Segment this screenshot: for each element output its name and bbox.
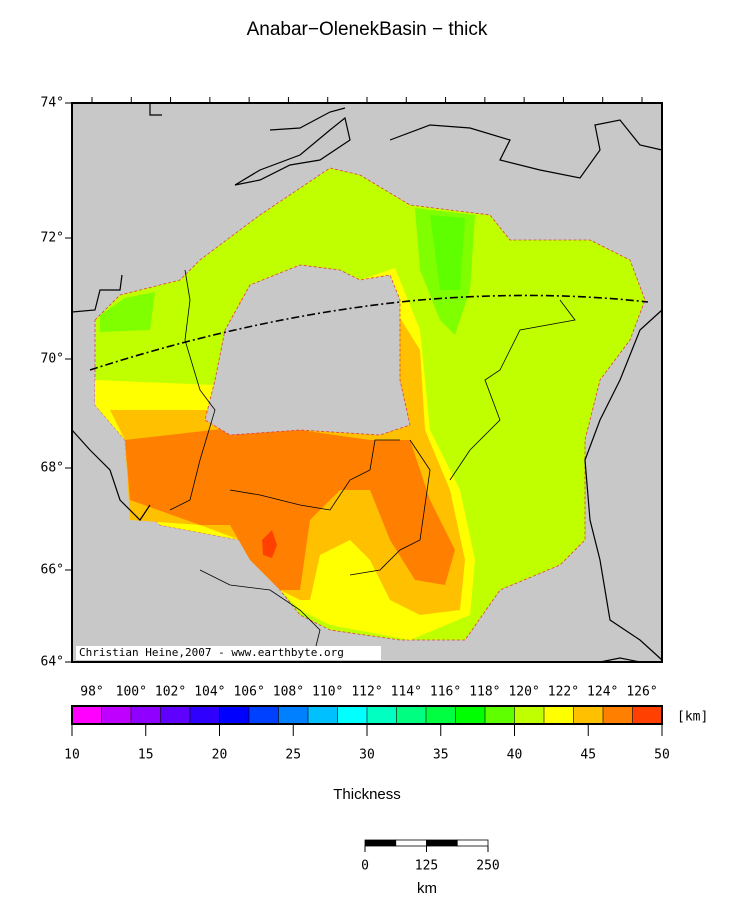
colorbar-cell bbox=[219, 706, 250, 724]
colorbar-cell bbox=[573, 706, 604, 724]
thickness-region bbox=[125, 428, 455, 590]
colorbar-tick-label: 20 bbox=[212, 748, 228, 763]
colorbar-cell bbox=[455, 706, 486, 724]
colorbar-cell bbox=[396, 706, 427, 724]
scale-unit: km bbox=[417, 880, 437, 897]
lat-label: 68° bbox=[41, 461, 64, 476]
colorbar-cell bbox=[72, 706, 102, 724]
colorbar-cell bbox=[632, 706, 663, 724]
credit: Christian Heine,2007 - www.earthbyte.org bbox=[79, 646, 344, 659]
map: Christian Heine,2007 - www.earthbyte.org bbox=[71, 102, 663, 663]
lon-label: 114° bbox=[391, 685, 422, 700]
colorbar-tick-label: 10 bbox=[64, 748, 80, 763]
lat-label: 74° bbox=[41, 96, 64, 111]
thickness-region bbox=[100, 292, 155, 332]
colorbar-tick-label: 50 bbox=[654, 748, 670, 763]
lon-label: 120° bbox=[508, 685, 539, 700]
lon-labels: 98° 100° 102° 104° 106° 108° 110° 112° 114° 116° 1… bbox=[80, 97, 658, 700]
colorbar-label: Thickness bbox=[333, 786, 401, 803]
lon-label: 124° bbox=[587, 685, 618, 700]
scale-segment bbox=[395, 839, 427, 847]
scale-segment bbox=[426, 839, 458, 847]
lon-label: 110° bbox=[312, 685, 343, 700]
lon-label: 126° bbox=[626, 685, 657, 700]
scale-tick-label: 125 bbox=[415, 859, 438, 874]
lat-label: 66° bbox=[41, 563, 64, 578]
title: Anabar−OlenekBasin − thick bbox=[247, 19, 488, 40]
colorbar-tick-label: 30 bbox=[359, 748, 375, 763]
colorbar-cell bbox=[426, 706, 456, 724]
scale-tick-label: 250 bbox=[476, 859, 499, 874]
colorbar-cell bbox=[485, 706, 515, 724]
colorbar-cell bbox=[160, 706, 191, 724]
colorbar-tick-label: 45 bbox=[580, 748, 596, 763]
colorbar-cell bbox=[190, 706, 220, 724]
colorbar-unit: [km] bbox=[677, 710, 708, 725]
lon-label: 108° bbox=[273, 685, 304, 700]
credit-box bbox=[76, 646, 381, 660]
scale-tick-label: 0 bbox=[361, 859, 369, 874]
colorbar-cell bbox=[337, 706, 368, 724]
lon-label: 104° bbox=[194, 685, 225, 700]
colorbar-cell bbox=[367, 706, 397, 724]
colorbar-tick-label: 35 bbox=[433, 748, 449, 763]
colorbar-cell bbox=[278, 706, 309, 724]
thickness-region bbox=[262, 530, 277, 558]
lon-label: 98° bbox=[80, 685, 103, 700]
scale-segment bbox=[456, 839, 489, 847]
scale-bar: 0 125 250 bbox=[361, 839, 500, 874]
lon-label: 102° bbox=[155, 685, 186, 700]
lon-label: 112° bbox=[351, 685, 382, 700]
lat-labels: 74° 72° 70° 68° 66° 64° bbox=[41, 96, 72, 670]
coastlines bbox=[71, 103, 663, 663]
lon-label: 118° bbox=[469, 685, 500, 700]
lon-label: 106° bbox=[233, 685, 264, 700]
colorbar-cell bbox=[249, 706, 279, 724]
lon-label: 116° bbox=[430, 685, 461, 700]
colorbar-tick-label: 15 bbox=[138, 748, 154, 763]
colorbar-cell bbox=[131, 706, 161, 724]
colorbar-tick-label: 25 bbox=[285, 748, 301, 763]
lat-label: 70° bbox=[41, 352, 64, 367]
colorbar-cell bbox=[544, 706, 574, 724]
colorbar-tick-label: 40 bbox=[507, 748, 523, 763]
colorbar: 10 15 20 25 30 35 40 45 50 bbox=[64, 705, 670, 763]
colorbar-cell bbox=[514, 706, 545, 724]
scale-segment bbox=[364, 839, 397, 847]
borders bbox=[169, 269, 576, 651]
lon-label: 100° bbox=[116, 685, 147, 700]
profile-line bbox=[89, 294, 649, 371]
lat-label: 72° bbox=[41, 231, 64, 246]
thickness-region bbox=[430, 215, 465, 290]
colorbar-cell bbox=[101, 706, 132, 724]
colorbar-cell bbox=[603, 706, 633, 724]
lat-label: 64° bbox=[41, 655, 64, 670]
lon-label: 122° bbox=[548, 685, 579, 700]
colorbar-cell bbox=[308, 706, 338, 724]
